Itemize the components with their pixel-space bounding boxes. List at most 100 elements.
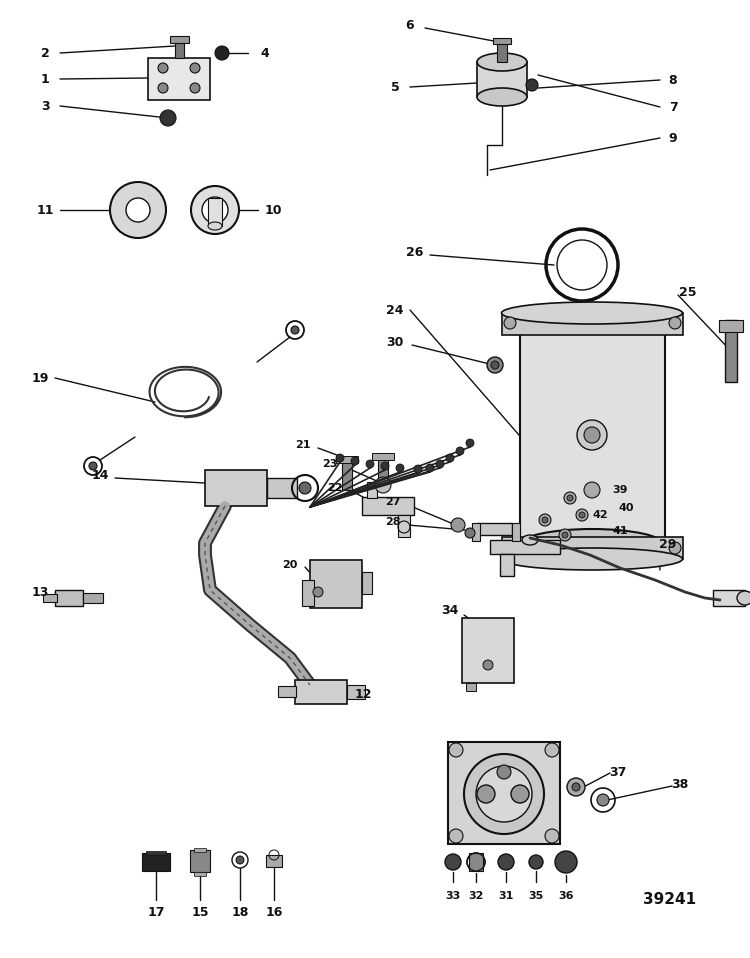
Bar — [469, 853, 483, 871]
Circle shape — [190, 83, 200, 93]
Text: 11: 11 — [36, 203, 54, 217]
Circle shape — [669, 542, 681, 554]
Text: 3: 3 — [40, 100, 50, 112]
Text: 19: 19 — [32, 372, 49, 384]
Bar — [278, 686, 296, 697]
Circle shape — [511, 785, 529, 803]
Text: 4: 4 — [261, 47, 269, 59]
Text: 40: 40 — [618, 503, 634, 513]
Circle shape — [526, 79, 538, 91]
Text: 26: 26 — [406, 245, 424, 259]
Bar — [477, 523, 512, 535]
Bar — [302, 580, 314, 606]
Text: 18: 18 — [231, 905, 249, 919]
Ellipse shape — [477, 88, 527, 106]
Bar — [493, 38, 511, 44]
Bar — [490, 540, 560, 554]
Circle shape — [445, 854, 461, 870]
Circle shape — [504, 317, 516, 329]
Bar — [267, 478, 297, 498]
Bar — [448, 742, 560, 844]
Bar — [497, 40, 507, 62]
Circle shape — [597, 794, 609, 806]
Circle shape — [396, 464, 404, 472]
Text: 38: 38 — [671, 779, 688, 791]
Ellipse shape — [520, 529, 664, 561]
Bar — [719, 320, 743, 332]
Circle shape — [313, 587, 323, 597]
Bar — [175, 40, 184, 58]
Circle shape — [579, 512, 585, 518]
Circle shape — [555, 851, 577, 873]
Text: 42: 42 — [592, 510, 608, 520]
Ellipse shape — [520, 311, 664, 349]
Circle shape — [576, 509, 588, 521]
Circle shape — [89, 462, 97, 470]
Ellipse shape — [502, 548, 682, 570]
Text: 14: 14 — [92, 468, 109, 482]
Circle shape — [375, 477, 391, 493]
Text: 33: 33 — [446, 891, 460, 901]
Circle shape — [446, 454, 454, 462]
Text: 8: 8 — [669, 74, 677, 86]
Circle shape — [456, 447, 464, 455]
Bar — [310, 560, 362, 608]
Text: 21: 21 — [296, 440, 310, 450]
Bar — [725, 320, 737, 382]
Bar — [502, 313, 683, 335]
Circle shape — [160, 110, 176, 126]
Bar — [500, 554, 514, 576]
Bar — [462, 618, 514, 683]
Bar — [472, 523, 480, 541]
Text: 39241: 39241 — [644, 893, 697, 907]
Circle shape — [451, 518, 465, 532]
Bar — [55, 590, 83, 606]
Circle shape — [577, 420, 607, 450]
Text: 29: 29 — [659, 538, 676, 552]
Circle shape — [436, 460, 444, 468]
Circle shape — [584, 482, 600, 498]
Bar — [477, 62, 527, 97]
Circle shape — [449, 829, 463, 843]
Bar — [520, 325, 665, 545]
Text: 7: 7 — [669, 101, 677, 113]
Circle shape — [483, 660, 493, 670]
Text: 32: 32 — [468, 891, 484, 901]
Text: 27: 27 — [386, 497, 400, 507]
Circle shape — [498, 854, 514, 870]
Text: 9: 9 — [669, 131, 677, 145]
Bar — [367, 482, 377, 498]
Circle shape — [215, 46, 229, 60]
Circle shape — [236, 856, 244, 864]
Circle shape — [190, 63, 200, 73]
Circle shape — [542, 517, 548, 523]
Text: 10: 10 — [264, 203, 282, 217]
Bar — [502, 537, 683, 559]
Text: 15: 15 — [191, 905, 208, 919]
Bar — [146, 851, 166, 855]
Circle shape — [464, 754, 544, 834]
Circle shape — [564, 492, 576, 504]
Circle shape — [299, 482, 311, 494]
Circle shape — [426, 464, 434, 472]
Circle shape — [504, 542, 516, 554]
Circle shape — [476, 766, 532, 822]
Circle shape — [366, 460, 374, 468]
Bar — [336, 456, 358, 463]
Text: 17: 17 — [147, 905, 165, 919]
Ellipse shape — [522, 535, 538, 545]
Text: 6: 6 — [406, 18, 414, 32]
Circle shape — [562, 532, 568, 538]
Circle shape — [491, 361, 499, 369]
Text: 28: 28 — [386, 517, 400, 527]
Bar — [43, 594, 57, 602]
Bar — [266, 855, 282, 867]
Circle shape — [191, 186, 239, 234]
Circle shape — [110, 182, 166, 238]
Bar — [83, 593, 103, 603]
Bar — [295, 680, 347, 704]
Bar — [347, 685, 365, 699]
Ellipse shape — [524, 310, 659, 340]
Bar — [194, 872, 206, 876]
Bar — [466, 683, 476, 691]
